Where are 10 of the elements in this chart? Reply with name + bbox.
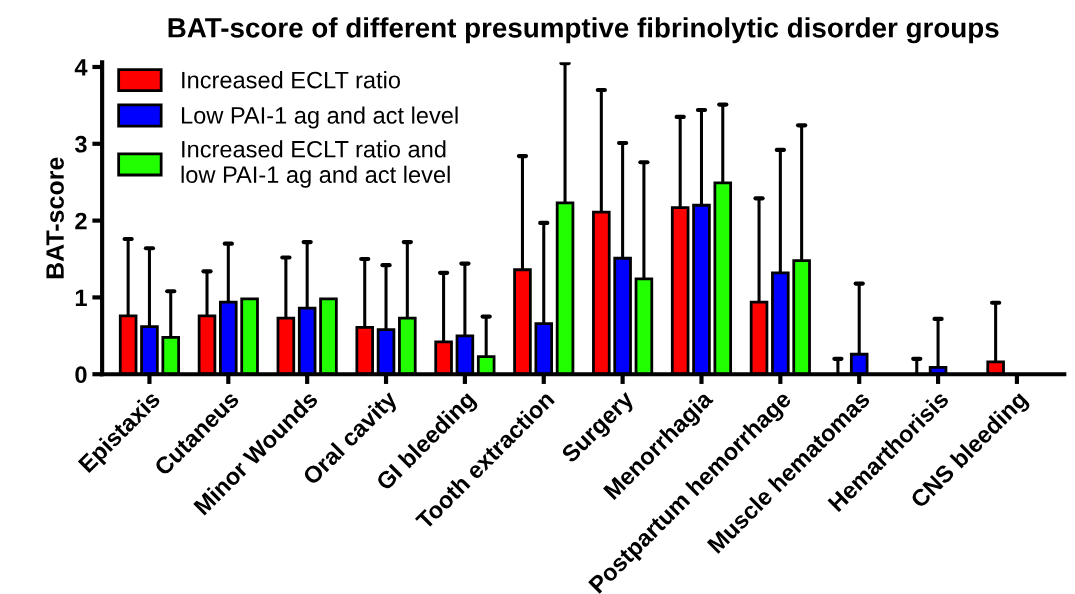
- legend-label: Increased ECLT ratio and low PAI-1 ag and act level: [181, 140, 450, 188]
- y-tick-label: 0: [75, 366, 87, 384]
- y-tick-label: 1: [75, 289, 87, 306]
- y-axis-title: BAT-score: [46, 157, 64, 279]
- legend-label: Increased ECLT ratio: [182, 71, 400, 89]
- y-tick-label: 3: [74, 135, 87, 153]
- y-tick-label: 4: [74, 59, 88, 76]
- y-tick-label: 2: [75, 212, 87, 230]
- legend-label: Low PAI-1 ag and act level: [181, 106, 458, 129]
- chart-title: BAT-score of different presumptive fibrinolytic disorder groups: [168, 17, 999, 44]
